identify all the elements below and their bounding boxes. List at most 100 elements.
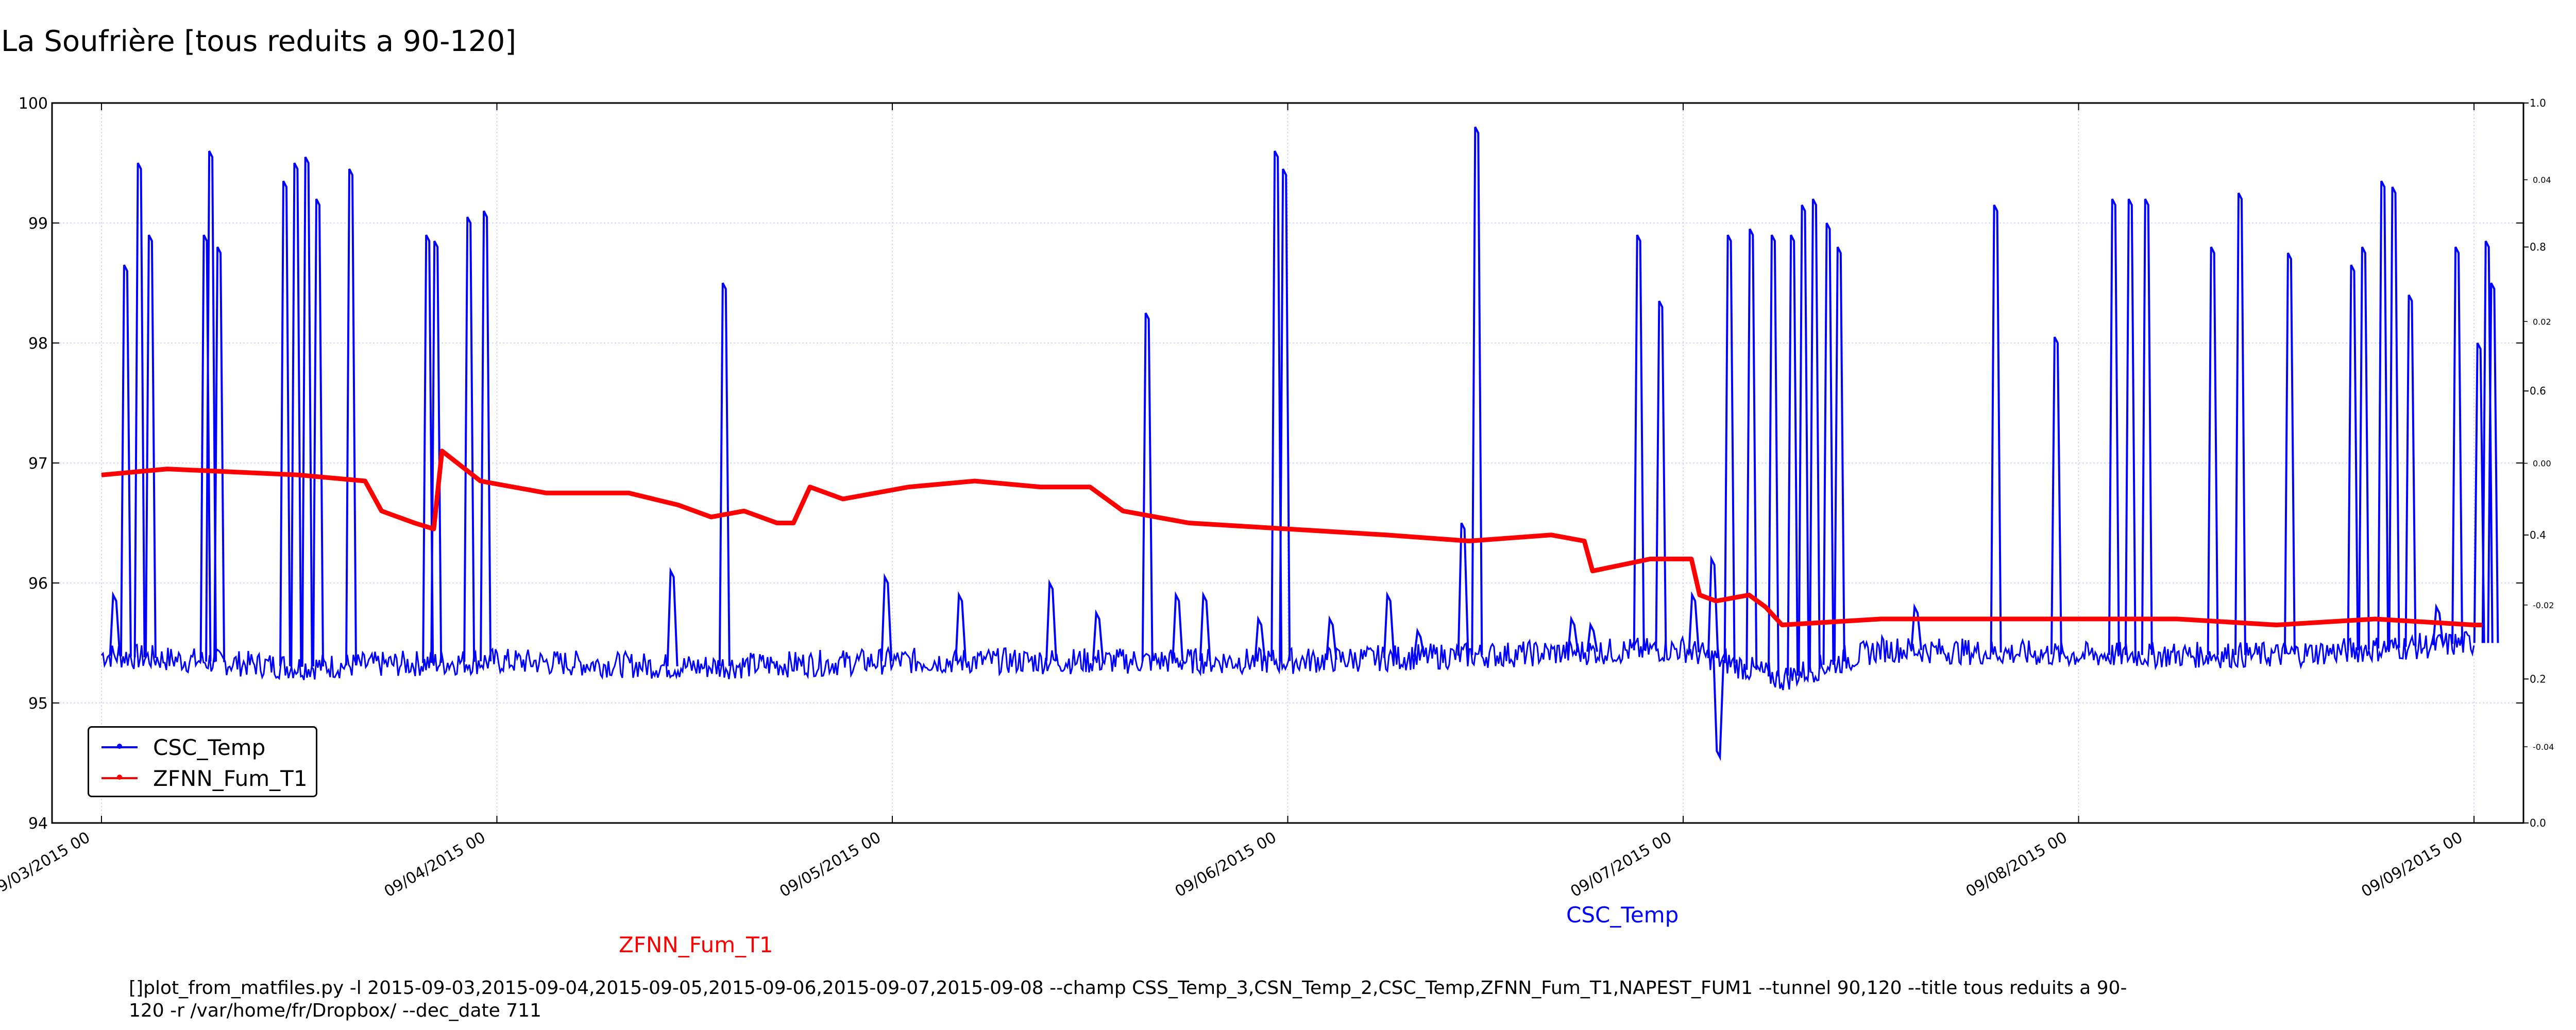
csc-temp-spike	[109, 591, 121, 656]
csc-temp-spike	[2283, 252, 2296, 655]
csc-temp-spike	[1270, 150, 1283, 661]
right-inner-tick-label: 0.00	[2533, 459, 2551, 469]
csc-temp-spike	[1633, 234, 1645, 650]
csc-temp-spike	[2451, 246, 2464, 644]
x-tick-label: 09/06/2015 00	[1172, 829, 1280, 901]
csc-temp-spike	[1586, 621, 1599, 652]
csc-temp-spike	[2473, 342, 2485, 643]
x-tick-label: 09/08/2015 00	[1963, 829, 2071, 901]
csc-temp-spike	[1798, 204, 1810, 673]
y-tick-label: 98	[28, 335, 48, 353]
right-outer-tick-label: 0.6	[2530, 385, 2546, 397]
y-tick-label: 96	[28, 575, 48, 593]
right-outer-tick-label: 0.4	[2530, 529, 2546, 541]
csc-temp-spike	[1092, 609, 1104, 661]
csc-temp-spike	[1457, 522, 1469, 656]
right-outer-tick-label: 0.2	[2530, 673, 2546, 685]
csc-temp-spike	[2124, 198, 2137, 655]
x-tick-label: 09/03/2015 00	[0, 829, 93, 901]
y-tick-label: 95	[28, 695, 48, 713]
y-tick-label: 94	[28, 815, 48, 833]
csc-temp-spike	[290, 162, 302, 667]
command-line: []plot_from_matfiles.py -l 2015-09-03,20…	[129, 977, 2127, 1021]
csc-temp-spike	[1688, 591, 1700, 653]
csc-series-label: CSC_Temp	[1566, 902, 1679, 928]
y-tick-label: 100	[19, 95, 48, 113]
csc-temp-spike	[480, 210, 492, 662]
legend-entry-csc-temp: CSC_Temp	[101, 732, 265, 763]
right-outer-tick-label: 1.0	[2530, 97, 2546, 109]
csc-temp-spike	[2404, 294, 2417, 647]
csc-temp-spike	[1199, 591, 1211, 661]
csc-temp-spike	[666, 566, 679, 666]
csc-temp-spike	[1723, 234, 1736, 663]
right-inner-tick-label: -0.02	[2533, 600, 2554, 610]
csc-temp-spike	[880, 573, 893, 661]
csc-temp-spike	[1045, 579, 1058, 661]
csc-temp-spike	[955, 591, 967, 661]
right-outer-tick-label: 0.8	[2530, 241, 2546, 253]
csc-temp-spike	[345, 168, 357, 666]
csc-temp-spike	[1713, 660, 1725, 761]
csc-temp-spike	[1910, 603, 1923, 650]
csc-temp-spike	[199, 234, 212, 662]
legend: CSC_Temp ZFNN_Fum_T1	[88, 726, 317, 797]
csc-temp-spike	[2487, 282, 2499, 643]
csc-temp-spike	[2432, 603, 2444, 645]
csc-temp-spike	[1567, 615, 1579, 653]
csc-temp-spike	[1822, 222, 1835, 665]
csc-temp-spike	[1990, 204, 2002, 653]
csc-temp-spike	[120, 264, 132, 657]
csc-temp-spike	[422, 234, 434, 663]
csc-temp-spike	[2234, 192, 2246, 655]
chart-title: La Soufrière [tous reduits a 90-120]	[1, 25, 517, 58]
series-line-csc-temp	[100, 631, 2475, 691]
csc-temp-spike	[2141, 198, 2153, 655]
right-inner-tick-label: 0.02	[2533, 317, 2551, 327]
csc-temp-spike	[1325, 615, 1337, 660]
x-tick-label: 09/09/2015 00	[2358, 829, 2466, 901]
csc-temp-spike	[2108, 198, 2120, 655]
series-line-zfnn-fum-t1	[101, 449, 2483, 627]
csc-temp-spike	[133, 162, 146, 658]
legend-entry-zfnn-fum-t1: ZFNN_Fum_T1	[101, 763, 308, 794]
x-tick-label: 09/07/2015 00	[1567, 829, 1675, 901]
csc-temp-spike	[2388, 186, 2400, 648]
csc-temp-spike	[2347, 264, 2359, 650]
csc-temp-spike	[2207, 246, 2219, 655]
csc-temp-spike	[1254, 615, 1266, 661]
csc-temp-spike	[1141, 312, 1154, 661]
csc-temp-spike	[144, 234, 157, 658]
csc-temp-spike	[1833, 246, 1845, 662]
csc-temp-spike	[1707, 555, 1719, 658]
csc-temp-spike	[1745, 228, 1758, 670]
x-tick-label: 09/05/2015 00	[776, 829, 884, 901]
csc-temp-spike	[1413, 627, 1426, 658]
legend-swatch-zfnn-fum-t1	[101, 775, 138, 780]
csc-temp-spike	[2377, 180, 2389, 649]
zfnn-series-label: ZFNN_Fum_T1	[619, 932, 773, 957]
csc-temp-spike	[213, 246, 226, 662]
y-tick-label: 99	[28, 215, 48, 233]
csc-temp-spike	[1787, 234, 1799, 676]
x-tick-label: 09/04/2015 00	[381, 829, 489, 901]
csc-temp-spike	[463, 216, 476, 662]
csc-temp-spike	[1767, 234, 1780, 677]
csc-temp-spike	[718, 282, 731, 666]
legend-swatch-csc-temp	[101, 744, 138, 749]
csc-temp-spike	[301, 156, 313, 667]
csc-temp-spike	[2358, 246, 2370, 650]
csc-temp-spike	[1279, 168, 1291, 661]
y-tick-label: 97	[28, 455, 48, 473]
right-inner-tick-label: -0.04	[2533, 742, 2554, 752]
right-inner-tick-label: 0.04	[2533, 175, 2551, 185]
csc-temp-spike	[1172, 591, 1184, 661]
csc-temp-spike	[279, 180, 291, 666]
csc-temp-spike	[2050, 336, 2062, 655]
csc-temp-spike	[1808, 198, 1821, 670]
csc-temp-spike	[205, 150, 217, 662]
csc-temp-spike	[312, 198, 324, 667]
csc-temp-spike	[1655, 300, 1667, 650]
right-outer-tick-label: 0.0	[2530, 817, 2546, 829]
